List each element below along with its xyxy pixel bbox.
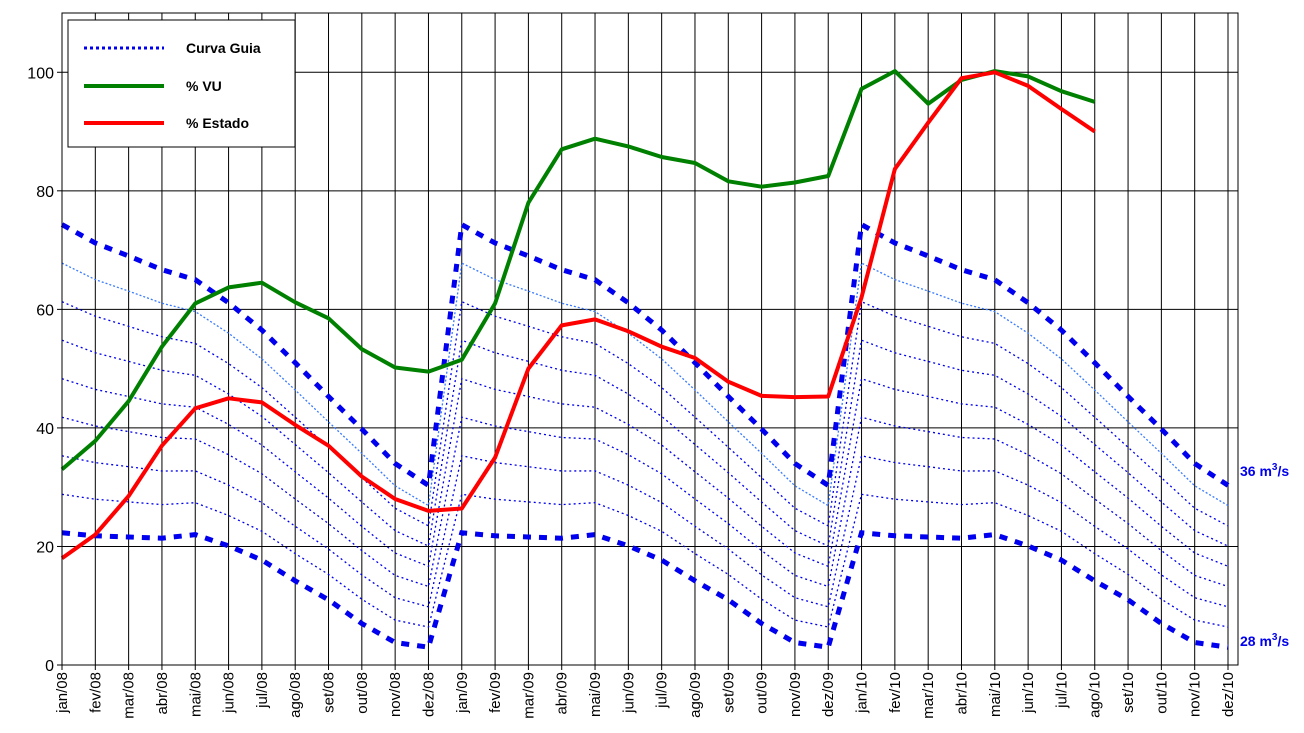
x-tick-label: jul/08	[254, 672, 271, 709]
guide-curve-intermediate	[61, 493, 1229, 628]
series-line-estado	[60, 70, 1096, 560]
x-tick-label: set/09	[720, 672, 737, 713]
x-tick-label: out/08	[354, 672, 371, 714]
data-series	[60, 69, 1096, 560]
x-tick-label: nov/10	[1187, 672, 1204, 717]
x-tick-label: mar/09	[520, 672, 537, 719]
x-tick-label: mar/08	[121, 672, 138, 719]
x-tick-label: mai/09	[587, 672, 604, 717]
guide-curve-28	[61, 530, 1229, 650]
legend: Curva Guia % VU % Estado	[67, 19, 296, 148]
guide-curves	[60, 220, 1230, 650]
x-tick-label: jan/09	[454, 672, 471, 714]
x-tick-label: abr/08	[154, 672, 171, 715]
x-tick-label: dez/10	[1220, 672, 1237, 717]
x-tick-label: jan/08	[54, 672, 71, 714]
guide-curve-36	[60, 220, 1230, 490]
x-tick-label: jun/09	[620, 672, 637, 714]
guide-curve-intermediate	[61, 300, 1229, 527]
x-tick-label: mai/08	[187, 672, 204, 717]
guide-curve-intermediate	[61, 377, 1229, 568]
x-axis-ticks: jan/08 fev/08 mar/08 abr/08 mai/08 jun/08 jul/…	[54, 665, 1237, 719]
x-tick-label: dez/08	[420, 672, 437, 717]
y-tick-label: 80	[36, 184, 54, 201]
x-tick-label: fev/09	[487, 672, 504, 713]
legend-label-estado: % Estado	[186, 115, 249, 131]
y-axis-ticks: 0 20 40 60 80 100	[27, 65, 62, 675]
annotation-28-m3s: 28 m3/s	[1240, 632, 1289, 649]
y-tick-label: 40	[36, 421, 54, 438]
x-tick-label: ago/08	[287, 672, 304, 718]
x-tick-label: abr/09	[554, 672, 571, 715]
plot-area-border	[61, 12, 1239, 666]
legend-box	[67, 19, 296, 148]
x-tick-label: dez/09	[820, 672, 837, 717]
series-line-vu	[60, 69, 1096, 471]
x-tick-label: set/08	[321, 672, 338, 713]
guide-curve-intermediate	[61, 416, 1229, 588]
x-tick-label: jun/10	[1020, 672, 1037, 714]
legend-label-curva-guia: Curva Guia	[186, 40, 261, 56]
annotation-36-m3s: 36 m3/s	[1240, 462, 1289, 479]
x-tick-label: ago/09	[687, 672, 704, 718]
x-tick-label: abr/10	[953, 672, 970, 715]
x-tick-label: jul/09	[654, 672, 671, 709]
y-tick-label: 60	[36, 302, 54, 319]
guide-curve-intermediate	[61, 455, 1229, 608]
x-tick-label: jul/10	[1053, 672, 1070, 709]
y-tick-label: 0	[45, 658, 54, 675]
x-tick-label: fev/08	[87, 672, 104, 713]
x-tick-label: jun/08	[221, 672, 238, 714]
x-tick-label: out/10	[1153, 672, 1170, 714]
y-tick-label: 100	[27, 65, 54, 82]
x-tick-label: set/10	[1120, 672, 1137, 713]
x-tick-label: fev/10	[887, 672, 904, 713]
x-tick-label: nov/09	[787, 672, 804, 717]
guide-curve-intermediate	[61, 339, 1229, 548]
x-tick-label: nov/08	[387, 672, 404, 717]
y-tick-label: 20	[36, 539, 54, 556]
x-tick-label: mai/10	[987, 672, 1004, 717]
x-tick-label: jan/10	[854, 672, 871, 714]
x-tick-label: mar/10	[920, 672, 937, 719]
guide-curve-intermediate	[61, 262, 1229, 507]
x-tick-label: ago/10	[1087, 672, 1104, 718]
x-tick-label: out/09	[754, 672, 771, 714]
legend-label-vu: % VU	[186, 78, 222, 94]
